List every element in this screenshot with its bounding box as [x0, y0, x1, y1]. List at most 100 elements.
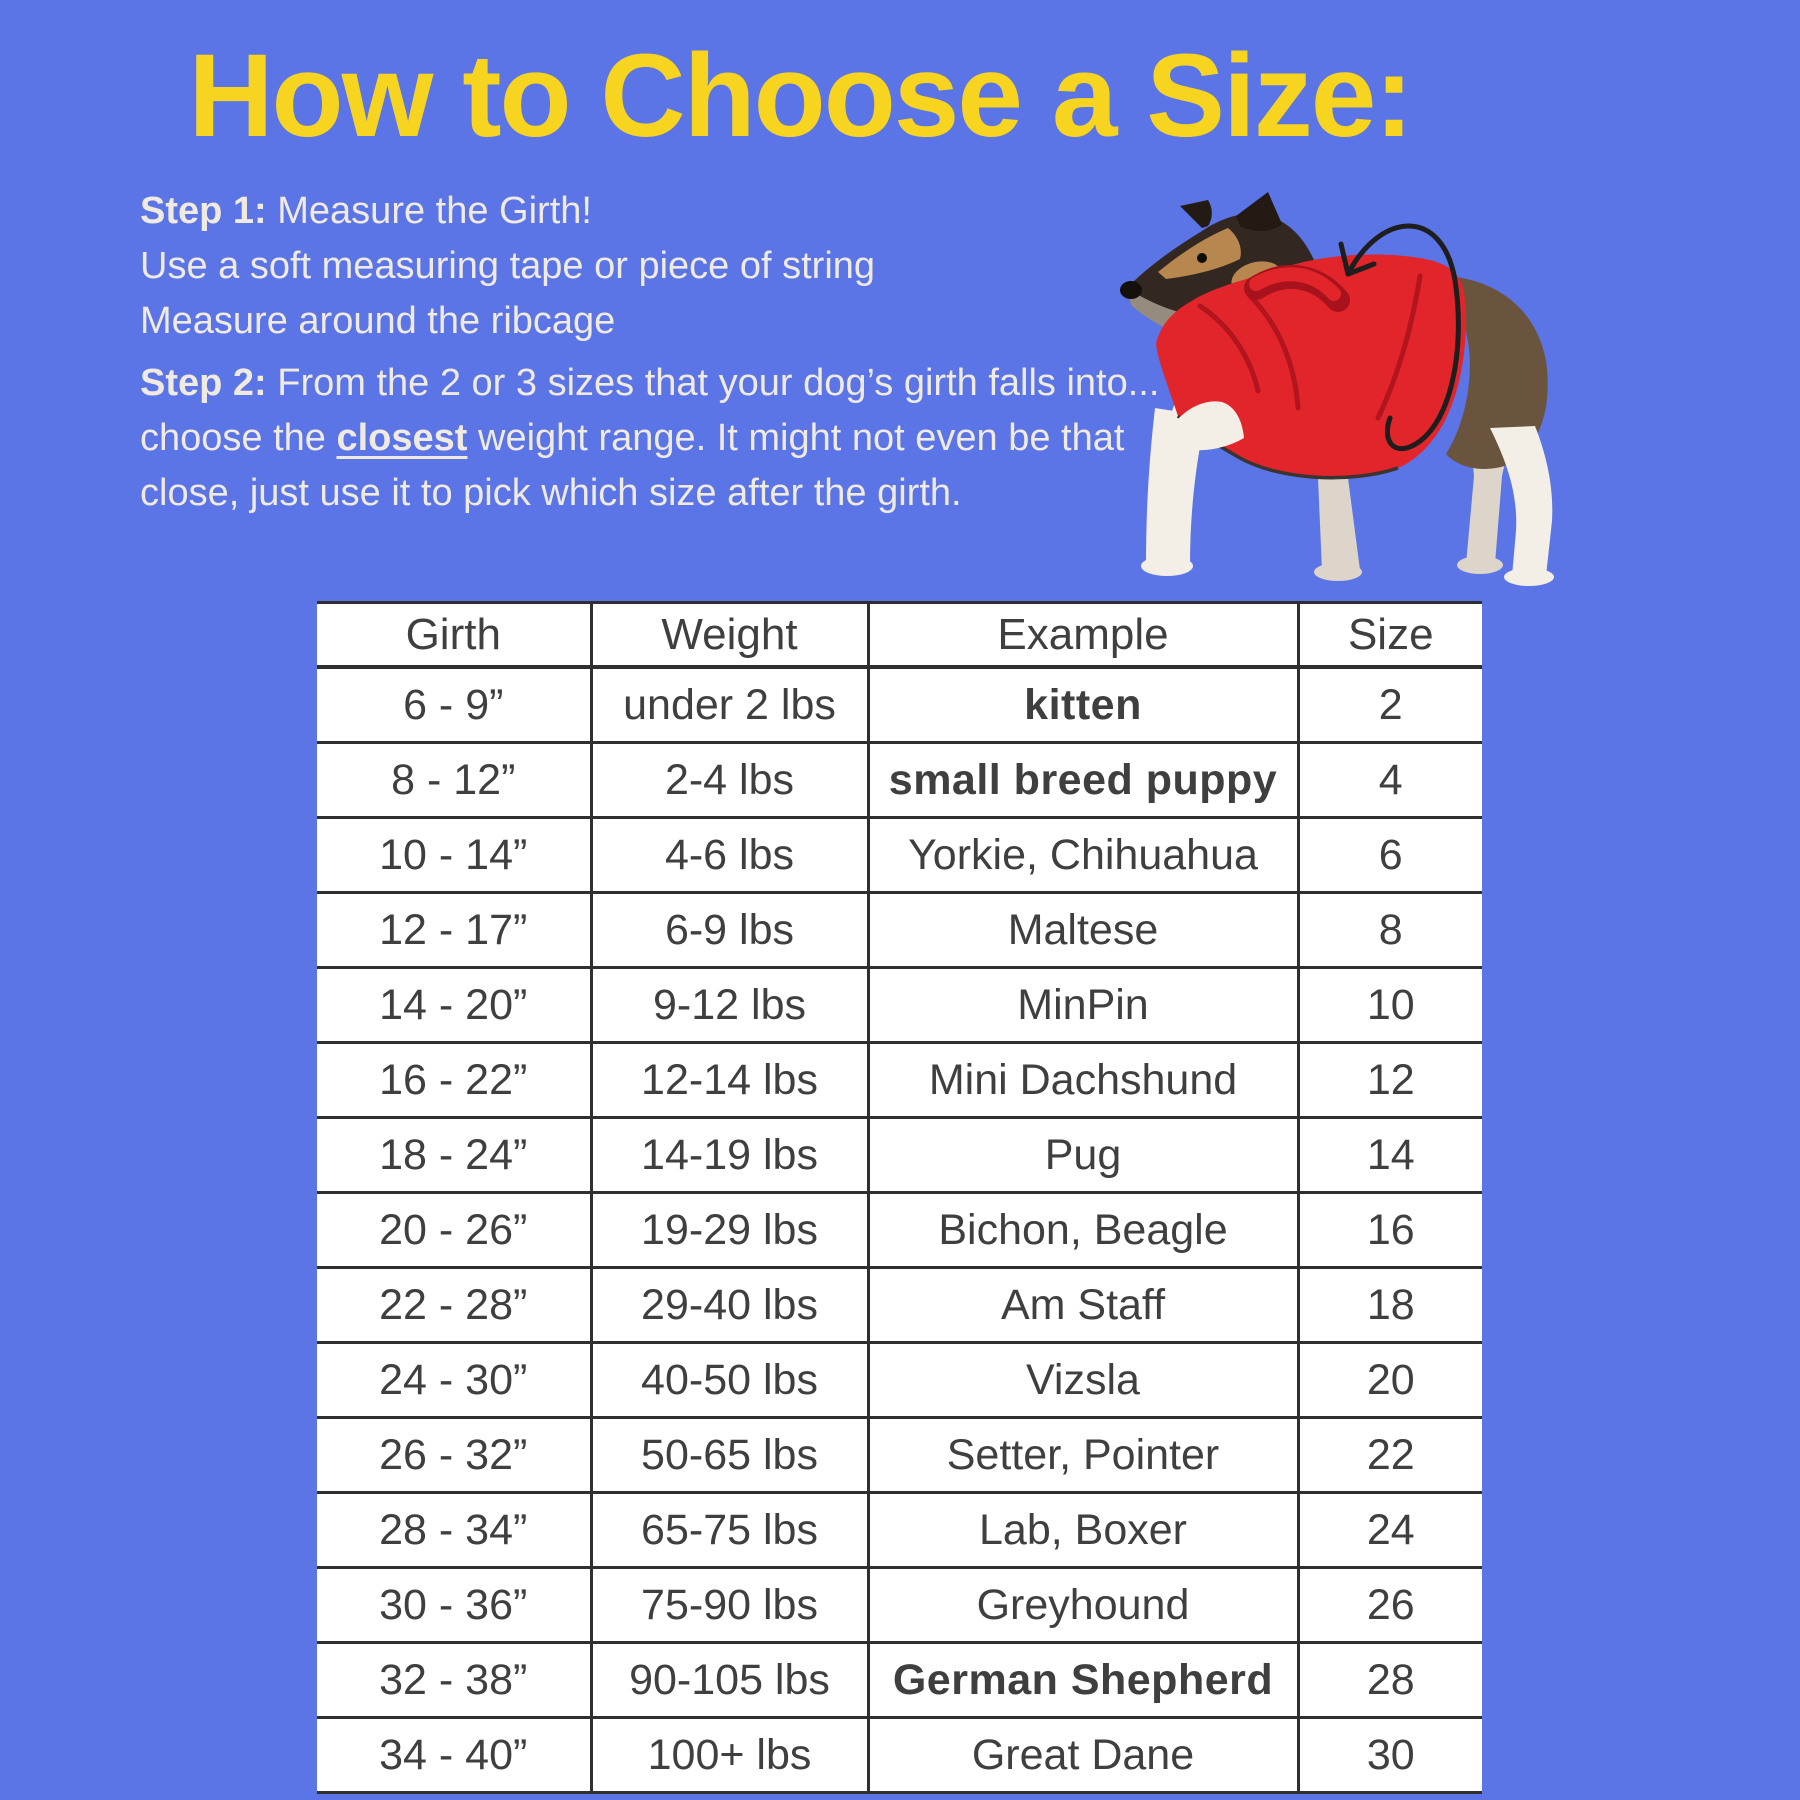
example-cell: kitten	[866, 667, 1298, 744]
girth-cell: 22 - 28”	[317, 1267, 591, 1344]
weight-cell: 19-29 lbs	[589, 1192, 868, 1269]
weight-cell: 2-4 lbs	[589, 742, 868, 819]
step1-text: Measure the Girth!	[266, 190, 592, 232]
page-title: How to Choose a Size:	[188, 30, 1413, 162]
table-row: 26 - 32” 50-65 lbs Setter, Pointer 22	[317, 1417, 1482, 1494]
column-header-girth: Girth	[317, 602, 591, 669]
table-row: 28 - 34” 65-75 lbs Lab, Boxer 24	[317, 1492, 1482, 1569]
table-row: 10 - 14” 4-6 lbs Yorkie, Chihuahua 6	[317, 817, 1482, 894]
step2-line: Step 2: From the 2 or 3 sizes that your …	[140, 356, 1230, 521]
girth-cell: 28 - 34”	[317, 1492, 591, 1569]
example-cell: Maltese	[866, 892, 1298, 969]
size-cell: 18	[1296, 1267, 1482, 1344]
size-cell: 10	[1296, 967, 1482, 1044]
step2-text-after: weight range. It might not even be that …	[140, 417, 1125, 514]
example-cell: Lab, Boxer	[866, 1492, 1298, 1569]
step1-detail-tape: Use a soft measuring tape or piece of st…	[140, 245, 876, 287]
weight-cell: 9-12 lbs	[589, 967, 868, 1044]
size-cell: 6	[1296, 817, 1482, 894]
step2-label: Step 2:	[140, 362, 267, 404]
size-cell: 16	[1296, 1192, 1482, 1269]
step2-emphasis: closest	[336, 417, 468, 459]
size-cell: 30	[1296, 1717, 1482, 1794]
size-chart-table: Girth Weight Example Size 6 - 9” under 2 lbs…	[317, 601, 1482, 1794]
weight-cell: 14-19 lbs	[589, 1117, 868, 1194]
table-row: 6 - 9” under 2 lbs kitten 2	[317, 667, 1482, 744]
size-cell: 24	[1296, 1492, 1482, 1569]
column-header-size: Size	[1296, 602, 1482, 669]
dog-nose	[1120, 281, 1142, 299]
weight-cell: under 2 lbs	[589, 667, 868, 744]
girth-cell: 24 - 30”	[317, 1342, 591, 1419]
girth-cell: 12 - 17”	[317, 892, 591, 969]
example-cell: Am Staff	[866, 1267, 1298, 1344]
dog-in-red-vest-image	[1120, 192, 1554, 586]
size-cell: 4	[1296, 742, 1482, 819]
table-row: 16 - 22” 12-14 lbs Mini Dachshund 12	[317, 1042, 1482, 1119]
size-cell: 12	[1296, 1042, 1482, 1119]
dog-illustration	[950, 176, 1600, 600]
table-row: 34 - 40” 100+ lbs Great Dane 30	[317, 1717, 1482, 1794]
size-cell: 2	[1296, 667, 1482, 744]
example-cell: Mini Dachshund	[866, 1042, 1298, 1119]
size-cell: 20	[1296, 1342, 1482, 1419]
girth-cell: 8 - 12”	[317, 742, 591, 819]
weight-cell: 90-105 lbs	[589, 1642, 868, 1719]
girth-cell: 14 - 20”	[317, 967, 591, 1044]
example-cell: Setter, Pointer	[866, 1417, 1298, 1494]
dog-ear	[1236, 192, 1282, 231]
example-cell: Vizsla	[866, 1342, 1298, 1419]
weight-cell: 75-90 lbs	[589, 1567, 868, 1644]
table-row: 32 - 38” 90-105 lbs German Shepherd 28	[317, 1642, 1482, 1719]
weight-cell: 4-6 lbs	[589, 817, 868, 894]
step1-detail-ribcage: Measure around the ribcage	[140, 300, 616, 342]
size-cell: 26	[1296, 1567, 1482, 1644]
example-cell: Great Dane	[866, 1717, 1298, 1794]
example-cell: Bichon, Beagle	[866, 1192, 1298, 1269]
instructions: Step 1: Measure the Girth! Use a soft me…	[140, 184, 1230, 521]
weight-cell: 29-40 lbs	[589, 1267, 868, 1344]
size-table-body: 6 - 9” under 2 lbs kitten 2 8 - 12” 2-4 lbs sm…	[317, 667, 1482, 1794]
example-cell: Yorkie, Chihuahua	[866, 817, 1298, 894]
girth-cell: 34 - 40”	[317, 1717, 591, 1794]
weight-cell: 12-14 lbs	[589, 1042, 868, 1119]
girth-cell: 32 - 38”	[317, 1642, 591, 1719]
size-cell: 14	[1296, 1117, 1482, 1194]
table-row: 30 - 36” 75-90 lbs Greyhound 26	[317, 1567, 1482, 1644]
dog-eye	[1197, 253, 1207, 263]
example-cell: small breed puppy	[866, 742, 1298, 819]
girth-cell: 30 - 36”	[317, 1567, 591, 1644]
example-cell: Greyhound	[866, 1567, 1298, 1644]
table-row: 22 - 28” 29-40 lbs Am Staff 18	[317, 1267, 1482, 1344]
size-cell: 28	[1296, 1642, 1482, 1719]
step1-line: Step 1: Measure the Girth!	[140, 184, 1230, 239]
example-cell: MinPin	[866, 967, 1298, 1044]
step2-text-before: From the 2 or 3 sizes that your dog’s gi…	[140, 362, 1160, 459]
weight-cell: 40-50 lbs	[589, 1342, 868, 1419]
weight-cell: 50-65 lbs	[589, 1417, 868, 1494]
example-cell: Pug	[866, 1117, 1298, 1194]
girth-cell: 16 - 22”	[317, 1042, 591, 1119]
girth-arrow	[1338, 223, 1461, 452]
column-header-example: Example	[866, 602, 1298, 669]
weight-cell: 100+ lbs	[589, 1717, 868, 1794]
table-row: 8 - 12” 2-4 lbs small breed puppy 4	[317, 742, 1482, 819]
table-row: 20 - 26” 19-29 lbs Bichon, Beagle 16	[317, 1192, 1482, 1269]
girth-cell: 6 - 9”	[317, 667, 591, 744]
table-header-row: Girth Weight Example Size	[317, 602, 1482, 669]
girth-cell: 10 - 14”	[317, 817, 591, 894]
column-header-weight: Weight	[589, 602, 868, 669]
size-cell: 22	[1296, 1417, 1482, 1494]
size-cell: 8	[1296, 892, 1482, 969]
example-cell: German Shepherd	[866, 1642, 1298, 1719]
girth-cell: 20 - 26”	[317, 1192, 591, 1269]
weight-cell: 6-9 lbs	[589, 892, 868, 969]
girth-cell: 26 - 32”	[317, 1417, 591, 1494]
table-row: 12 - 17” 6-9 lbs Maltese 8	[317, 892, 1482, 969]
weight-cell: 65-75 lbs	[589, 1492, 868, 1569]
table-row: 24 - 30” 40-50 lbs Vizsla 20	[317, 1342, 1482, 1419]
step1-label: Step 1:	[140, 190, 267, 232]
table-row: 18 - 24” 14-19 lbs Pug 14	[317, 1117, 1482, 1194]
girth-cell: 18 - 24”	[317, 1117, 591, 1194]
